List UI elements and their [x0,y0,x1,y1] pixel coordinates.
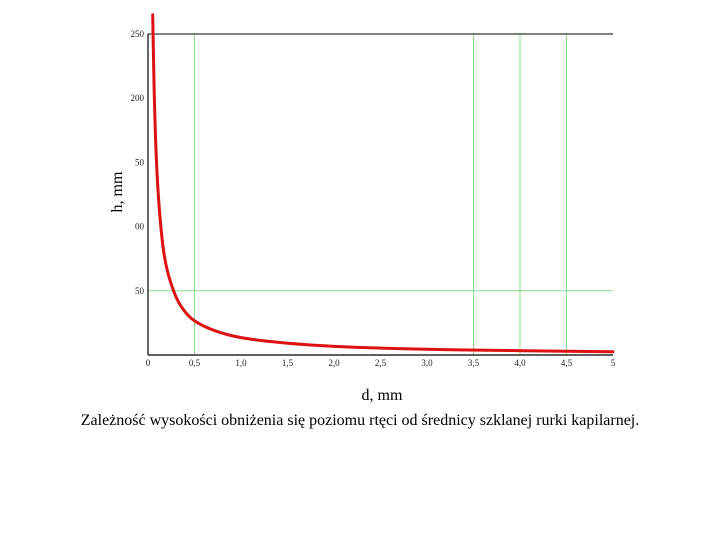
figure-caption: Zależność wysokości obniżenia się poziom… [0,412,720,430]
tick-labels: 0 0,5 1,0 1,5 2,0 2,5 3,0 3,5 4,0 4,5 5 50 00 50 200 25… [131,29,616,368]
x-tick-label: 2,0 [328,358,340,368]
x-tick-label: 4,0 [514,358,526,368]
x-tick-label: 0 [146,358,151,368]
y-tick-label: 00 [135,222,145,232]
y-tick-label: 250 [131,29,145,39]
grid-lines [148,34,613,355]
x-tick-label: 5 [611,358,616,368]
y-axis-label: h, mm [109,171,126,212]
x-axis-label: d, mm [362,387,403,404]
x-tick-label: 3,0 [421,358,433,368]
x-tick-label: 2,5 [375,358,387,368]
x-tick-label: 3,5 [468,358,480,368]
series-layer [153,15,613,352]
x-tick-label: 0,5 [189,358,201,368]
x-tick-label: 1,5 [282,358,294,368]
y-tick-label: 200 [131,93,145,103]
series-line [153,15,613,352]
x-tick-label: 4,5 [561,358,573,368]
y-tick-label: 50 [135,157,145,167]
y-tick-label: 50 [135,286,145,296]
x-tick-label: 1,0 [235,358,247,368]
axes [148,34,613,355]
